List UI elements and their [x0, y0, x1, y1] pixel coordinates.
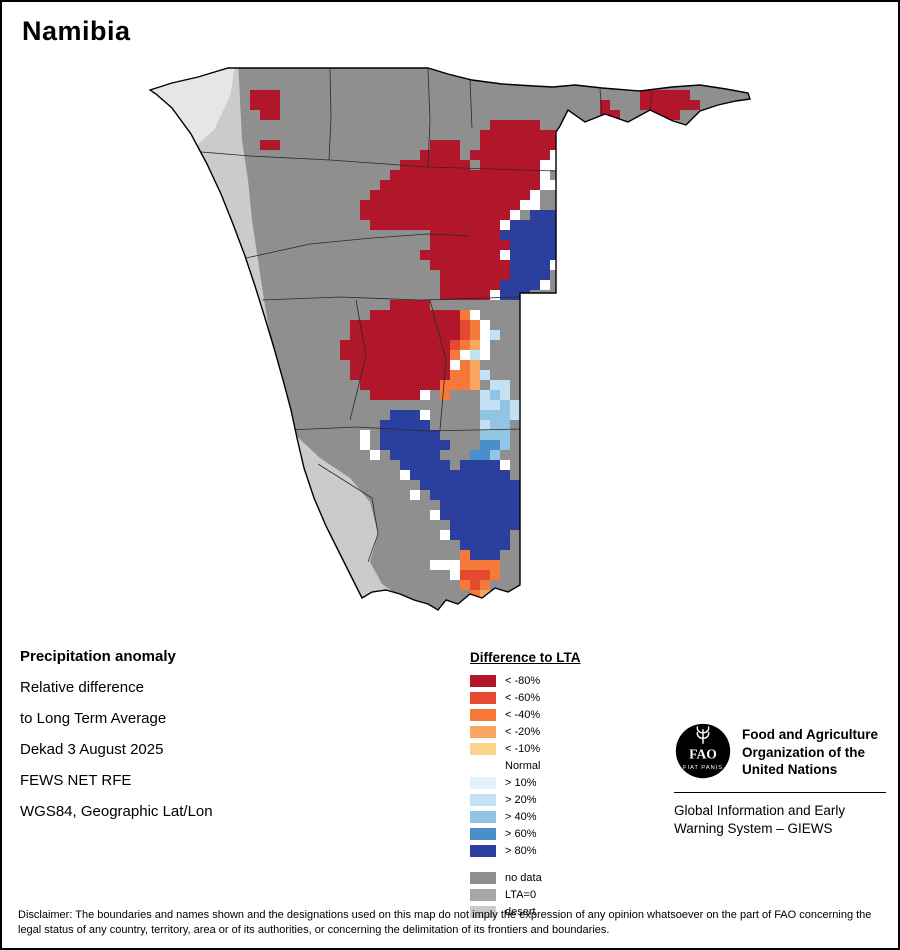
legend-swatch-lt80 — [470, 674, 496, 687]
fao-org-name: Food and Agriculture Organization of the… — [742, 722, 878, 779]
legend-item-lta0: LTA=0 — [470, 886, 581, 903]
fao-block: FAO FIAT PANIS Food and Agriculture Orga… — [674, 722, 886, 838]
info-projection: WGS84, Geographic Lat/Lon — [20, 803, 213, 820]
legend: Difference to LTA < -80% < -60% < -40% < -2… — [470, 650, 581, 920]
info-relative-difference: Relative difference — [20, 679, 144, 696]
legend-item-gt60: > 60% — [470, 825, 581, 842]
namibia-map — [148, 67, 751, 611]
fao-org-line: United Nations — [742, 762, 838, 778]
info-long-term-average: to Long Term Average — [20, 710, 167, 727]
legend-label-lt10: < -10% — [505, 742, 541, 755]
info-dekad: Dekad 3 August 2025 — [20, 741, 164, 758]
legend-swatch-normal — [470, 759, 496, 772]
legend-swatch-gt20 — [470, 793, 496, 806]
legend-classes: no data LTA=0 desert — [470, 869, 581, 920]
legend-label-lt20: < -20% — [505, 725, 541, 738]
legend-item-gt40: > 40% — [470, 808, 581, 825]
legend-title: Difference to LTA — [470, 650, 581, 665]
country-outline — [148, 67, 751, 611]
admin-boundaries — [176, 68, 653, 563]
legend-item-gt10: > 10% — [470, 774, 581, 791]
legend-swatch-gt40 — [470, 810, 496, 823]
legend-swatch-no_data — [470, 871, 496, 884]
legend-swatch-gt80 — [470, 844, 496, 857]
legend-swatch-gt10 — [470, 776, 496, 789]
legend-swatch-desert — [470, 905, 496, 918]
legend-swatch-lt10 — [470, 742, 496, 755]
legend-swatch-lta0 — [470, 888, 496, 901]
legend-item-lt80: < -80% — [470, 672, 581, 689]
disclaimer-text: Disclaimer: The boundaries and names sho… — [18, 909, 872, 936]
giews-line: Warning System – GIEWS — [674, 821, 833, 837]
legend-label-lt80: < -80% — [505, 674, 541, 687]
legend-item-normal: Normal — [470, 757, 581, 774]
legend-label-lt60: < -60% — [505, 691, 541, 704]
legend-item-gt20: > 20% — [470, 791, 581, 808]
page-title: Namibia — [22, 16, 131, 46]
legend-label-lta0: LTA=0 — [505, 888, 537, 901]
legend-item-lt40: < -40% — [470, 706, 581, 723]
fao-divider — [674, 792, 886, 793]
info-data-source: FEWS NET RFE — [20, 772, 132, 789]
info-product-title: Precipitation anomaly — [20, 648, 176, 665]
legend-items: < -80% < -60% < -40% < -20% < -10% Normal > 10… — [470, 672, 581, 859]
legend-label-normal: Normal — [505, 759, 541, 772]
legend-label-gt10: > 10% — [505, 776, 537, 789]
giews-line: Global Information and Early — [674, 803, 846, 818]
legend-label-lt40: < -40% — [505, 708, 541, 721]
legend-swatch-lt20 — [470, 725, 496, 738]
giews-label: Global Information and Early Warning Sys… — [674, 802, 886, 838]
fao-logo: FAO FIAT PANIS — [675, 723, 731, 779]
fao-org-line: Food and Agriculture — [742, 727, 878, 742]
fao-org-line: Organization of the — [742, 744, 865, 760]
legend-item-lt10: < -10% — [470, 740, 581, 757]
legend-item-lt20: < -20% — [470, 723, 581, 740]
fao-logo-text: FAO — [689, 746, 717, 761]
legend-label-gt60: > 60% — [505, 827, 537, 840]
legend-item-no_data: no data — [470, 869, 581, 886]
map-info-block: Precipitation anomaly Relative differenc… — [20, 648, 213, 834]
legend-label-desert: desert — [505, 905, 536, 918]
legend-label-gt80: > 80% — [505, 844, 537, 857]
fao-logo-motto: FIAT PANIS — [683, 765, 723, 771]
legend-item-gt80: > 80% — [470, 842, 581, 859]
legend-swatch-lt40 — [470, 708, 496, 721]
legend-item-desert: desert — [470, 903, 581, 920]
legend-label-gt40: > 40% — [505, 810, 537, 823]
legend-item-lt60: < -60% — [470, 689, 581, 706]
legend-label-no_data: no data — [505, 871, 542, 884]
legend-swatch-gt60 — [470, 827, 496, 840]
legend-label-gt20: > 20% — [505, 793, 537, 806]
legend-swatch-lt60 — [470, 691, 496, 704]
